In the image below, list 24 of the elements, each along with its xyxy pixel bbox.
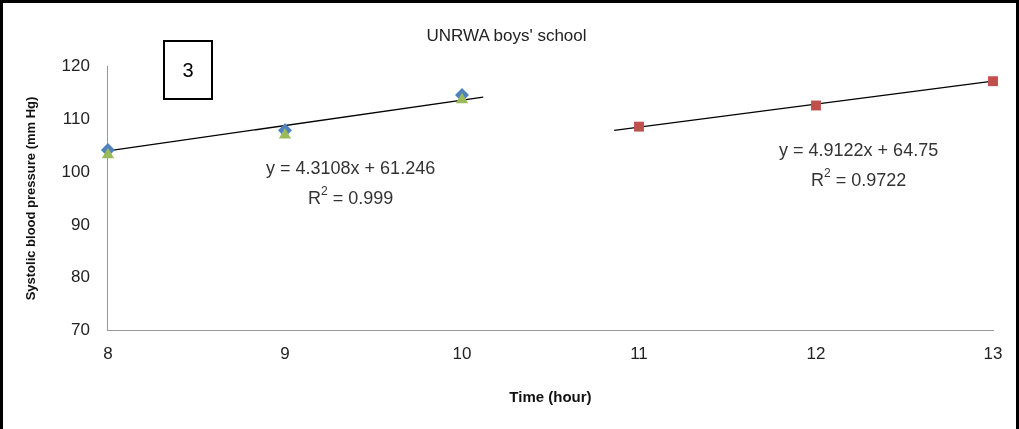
y-tick-label: 80	[71, 267, 90, 287]
y-tick-label: 120	[61, 56, 90, 76]
x-tick-label: 12	[806, 344, 826, 364]
chart-title: UNRWA boys' school	[426, 25, 587, 45]
y-tick-label: 110	[62, 108, 90, 128]
x-tick-label: 13	[983, 344, 1003, 364]
x-tick-label: 8	[103, 344, 113, 364]
x-tick-label: 9	[280, 344, 290, 364]
annotation: y = 4.3108x + 61.246	[266, 157, 436, 178]
point	[988, 76, 998, 87]
point	[634, 121, 644, 132]
x-axis-title: Time (hour)	[509, 388, 592, 406]
y-tick-label: 70	[71, 320, 90, 340]
x-tick-label: 10	[452, 344, 472, 364]
annotation: 3	[163, 40, 213, 100]
point	[101, 147, 115, 159]
y-tick-label: 90	[71, 214, 90, 234]
point	[811, 100, 821, 111]
annotation: y = 4.9122x + 64.75	[779, 139, 939, 160]
x-tick-label: 11	[630, 344, 648, 364]
point	[455, 92, 469, 104]
y-axis-title: Systolic blood pressure (mm Hg)	[23, 96, 39, 301]
point	[278, 128, 292, 139]
y-tick-label: 100	[61, 161, 90, 181]
